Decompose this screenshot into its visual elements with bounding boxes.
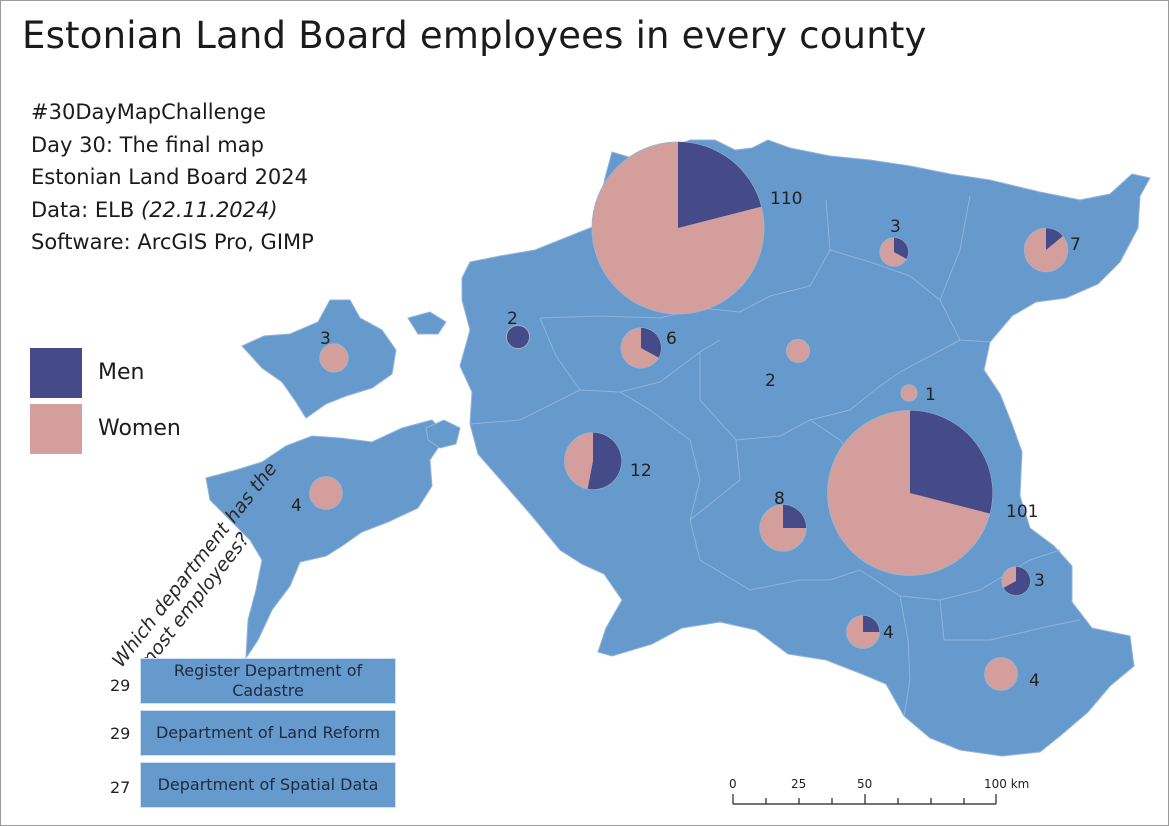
pie-lääne-viru [879,237,909,267]
info-source: Estonian Land Board 2024 [31,165,309,189]
scale-label-100: 100 km [984,777,1029,791]
count-label-harju: 110 [770,189,802,209]
pie-ida-viru [1023,227,1069,273]
pie-võru [984,657,1018,691]
count-label-ida-viru: 7 [1070,235,1081,255]
count-label-viljandi: 8 [774,489,785,509]
pie-men-slice [678,141,762,228]
saaremaa [205,419,447,660]
count-label-saare: 4 [291,496,302,516]
pie-saare [309,476,343,510]
count-label-järva: 2 [765,371,776,391]
pie-jõgeva [900,384,918,402]
count-label-lääne-viru: 3 [890,217,901,237]
pie-women-slice [785,338,811,364]
scale-label-50: 50 [857,777,872,791]
pie-men-slice [641,327,662,358]
info-data-date: (22.11.2024) [140,197,278,222]
info-hashtag: #30DayMapChallenge [31,100,267,124]
info-software: Software: ArcGIS Pro, GIMP [31,230,314,254]
dept-count-3: 27 [110,778,131,797]
dept-bar-1: Register Department of Cadastre [140,658,396,704]
count-label-põlva: 3 [1034,571,1045,591]
count-label-lääne: 2 [507,309,518,329]
pie-men-slice [863,615,880,632]
pie-men-slice [783,504,807,528]
pie-harju [591,141,765,315]
count-label-võru: 4 [1029,671,1040,691]
scale-label-0: 0 [729,777,737,791]
legend-women-label: Women [98,416,181,441]
info-day: Day 30: The final map [31,132,264,157]
scale-label-25: 25 [791,777,806,791]
vormsi [407,311,447,335]
pie-women-slice [319,343,349,373]
count-label-rapla: 6 [666,329,677,349]
dept-bar-2: Department of Land Reform [140,710,396,756]
count-label-valga: 4 [883,623,894,643]
dept-bar-3: Department of Spatial Data [140,762,396,808]
legend-men-swatch [30,348,82,398]
county-borders [469,195,1081,717]
count-label-hiiu: 3 [320,329,331,349]
pie-layer [309,141,1069,691]
legend-men-label: Men [98,360,145,385]
map-title: Estonian Land Board employees in every c… [22,14,927,57]
info-block: #30DayMapChallenge Day 30: The final map… [31,96,314,259]
pie-hiiu [319,343,349,373]
label-layer: 110 3 7 3 2 6 2 1 4 12 8 101 3 4 4 [291,189,1081,691]
info-data: Data: ELB (22.11.2024) [31,194,314,227]
pie-men-slice [1003,566,1031,596]
legend-women-swatch [30,404,82,454]
pie-women-slice [309,476,343,510]
count-label-jõgeva: 1 [925,385,936,405]
count-label-pärnu: 12 [630,461,652,481]
pie-viljandi [759,504,807,552]
hiiumaa [241,299,397,419]
pie-rapla [620,327,662,369]
pie-valga [846,615,880,649]
dept-count-1: 29 [110,676,131,695]
pie-men-slice [910,410,993,514]
pie-women-slice [984,657,1018,691]
pie-men-slice [587,432,622,490]
pie-põlva [1001,566,1031,596]
pie-lääne [505,324,531,350]
pie-tartu [827,410,993,576]
pie-men-slice [894,237,909,259]
dept-count-2: 29 [110,724,131,743]
pie-pärnu [564,432,622,490]
pie-järva [785,338,811,364]
pie-women-slice [505,324,531,350]
muhu [425,419,461,449]
pie-women-slice [900,384,918,402]
pie-men-slice [1046,228,1063,250]
info-data-prefix: Data: ELB [31,197,141,222]
count-label-tartu: 101 [1006,502,1038,522]
